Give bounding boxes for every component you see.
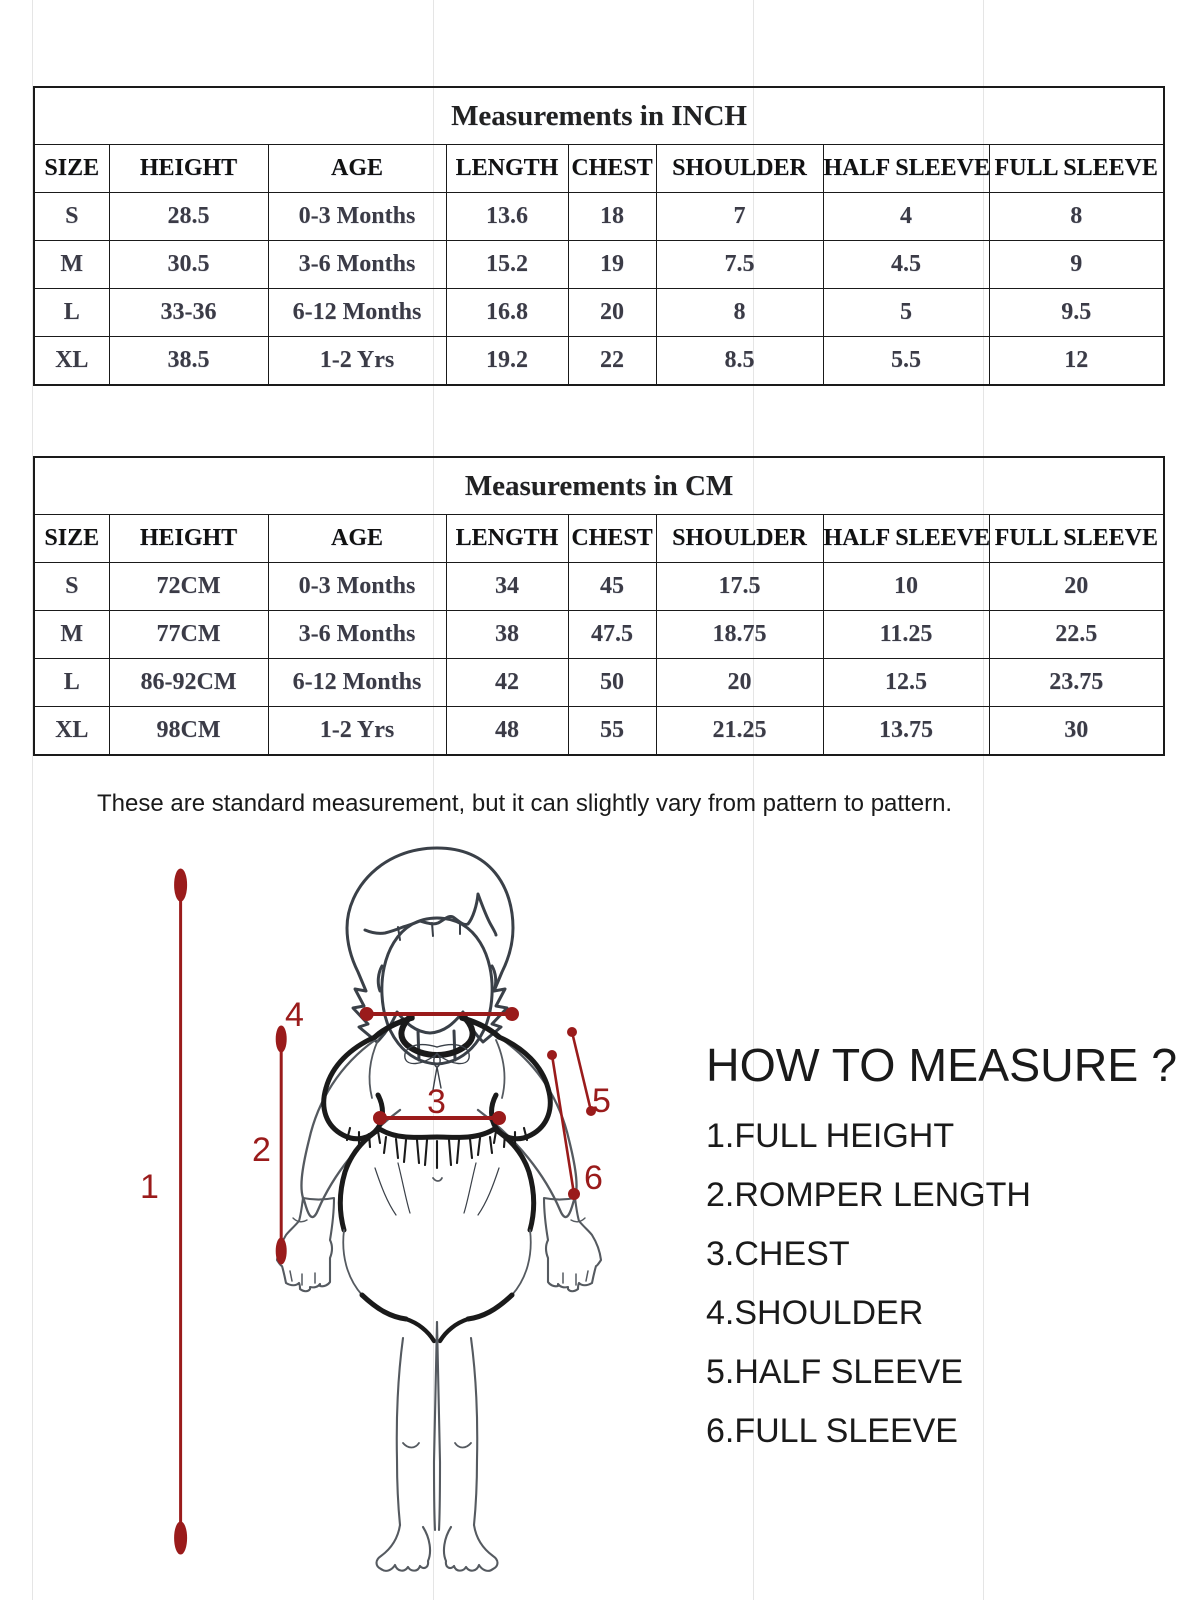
svg-text:5: 5 xyxy=(592,1082,611,1120)
svg-text:2: 2 xyxy=(252,1131,271,1169)
svg-text:4: 4 xyxy=(285,996,304,1034)
svg-text:1: 1 xyxy=(140,1168,159,1206)
svg-text:3: 3 xyxy=(427,1083,446,1121)
svg-text:6: 6 xyxy=(584,1159,603,1197)
